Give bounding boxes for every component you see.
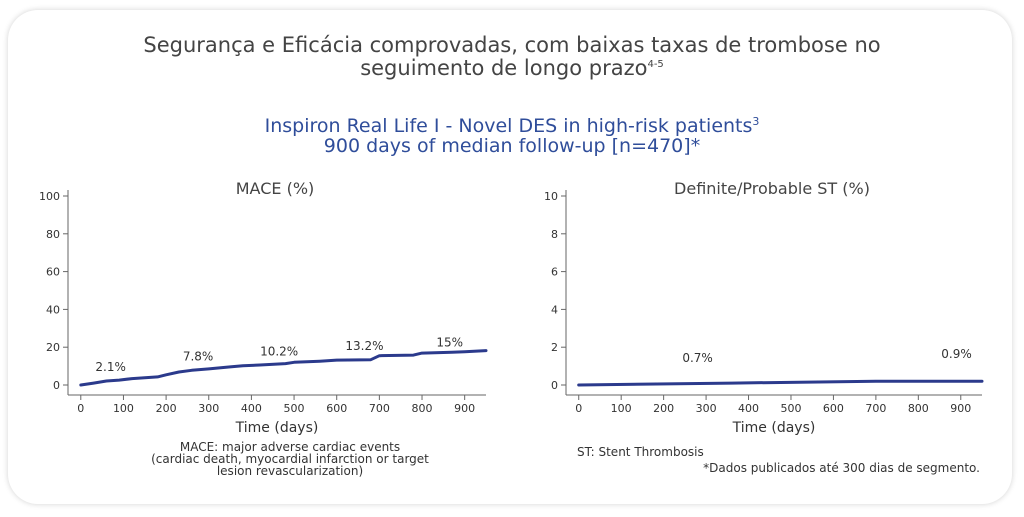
mace-x-axis-label: Time (days) [235, 420, 319, 436]
mace-x-tick-label: 300 [198, 402, 219, 415]
st-x-tick-label: 200 [653, 402, 674, 415]
page-title: Segurança e Eficácia comprovadas, com ba… [0, 33, 1024, 80]
mace-y-tick-label: 20 [46, 341, 60, 354]
mace-x-tick-label: 200 [156, 402, 177, 415]
title-reference: 4-5 [647, 59, 664, 70]
mace-footnote: MACE: major adverse cardiac events (card… [95, 441, 485, 477]
mace-data-label: 10.2% [260, 345, 298, 359]
mace-series-line [79, 349, 488, 387]
title-line2: seguimento de longo prazo [360, 56, 648, 80]
subtitle-reference: 3 [752, 115, 760, 128]
mace-y-tick-label: 0 [53, 379, 60, 392]
mace-x-tick-label: 0 [77, 402, 84, 415]
mace-x-tick-label: 500 [284, 402, 305, 415]
st-x-tick-label: 900 [950, 402, 971, 415]
st-data-label: 0.9% [941, 347, 972, 361]
mace-y-tick-label: 40 [46, 303, 60, 316]
mace-y-tick-label: 80 [46, 228, 60, 241]
mace-x-tick-label: 400 [241, 402, 262, 415]
mace-x-tick-label: 800 [412, 402, 433, 415]
mace-footnote-line1: MACE: major adverse cardiac events [179, 440, 401, 454]
st-data-label: 0.7% [682, 351, 713, 365]
st-chart-title: Definite/Probable ST (%) [674, 179, 870, 198]
st-y-tick-label: 8 [551, 228, 558, 241]
mace-x-tick-label: 900 [454, 402, 475, 415]
mace-x-tick-label: 700 [369, 402, 390, 415]
subtitle-line2: 900 days of median follow-up [n=470]* [323, 135, 701, 157]
st-series-line [577, 379, 984, 387]
st-x-tick-label: 300 [696, 402, 717, 415]
st-x-tick-label: 500 [780, 402, 801, 415]
st-x-tick-label: 800 [908, 402, 929, 415]
st-x-tick-label: 600 [823, 402, 844, 415]
mace-x-tick-label: 100 [113, 402, 134, 415]
content-card [8, 10, 1012, 504]
mace-footnote-line3: lesion revascularization) [216, 464, 364, 478]
st-y-tick-label: 2 [551, 341, 558, 354]
st-y-tick-label: 10 [544, 190, 558, 203]
mace-y-tick-label: 60 [46, 266, 60, 279]
st-footnote: ST: Stent Thrombosis [577, 445, 704, 459]
publication-note: *Dados publicados até 300 dias de segmen… [703, 461, 980, 475]
mace-data-label: 7.8% [183, 349, 214, 363]
st-x-tick-label: 100 [611, 402, 632, 415]
st-y-tick-label: 6 [551, 266, 558, 279]
mace-data-label: 15% [436, 336, 463, 350]
page-subtitle: Inspiron Real Life I - Novel DES in high… [0, 112, 1024, 156]
mace-x-tick-label: 600 [326, 402, 347, 415]
mace-footnote-line2: (cardiac death, myocardial infarction or… [151, 452, 429, 466]
title-line1: Segurança e Eficácia comprovadas, com ba… [143, 33, 881, 57]
mace-data-label: 13.2% [345, 339, 383, 353]
mace-y-tick-label: 100 [39, 190, 60, 203]
mace-chart-title: MACE (%) [236, 179, 315, 198]
mace-data-label: 2.1% [95, 360, 126, 374]
st-x-tick-label: 700 [865, 402, 886, 415]
st-x-axis-label: Time (days) [732, 420, 816, 436]
subtitle-line1: Inspiron Real Life I - Novel DES in high… [264, 115, 753, 137]
st-y-tick-label: 0 [551, 379, 558, 392]
st-x-tick-label: 400 [738, 402, 759, 415]
st-y-tick-label: 4 [551, 303, 558, 316]
st-x-tick-label: 0 [575, 402, 582, 415]
